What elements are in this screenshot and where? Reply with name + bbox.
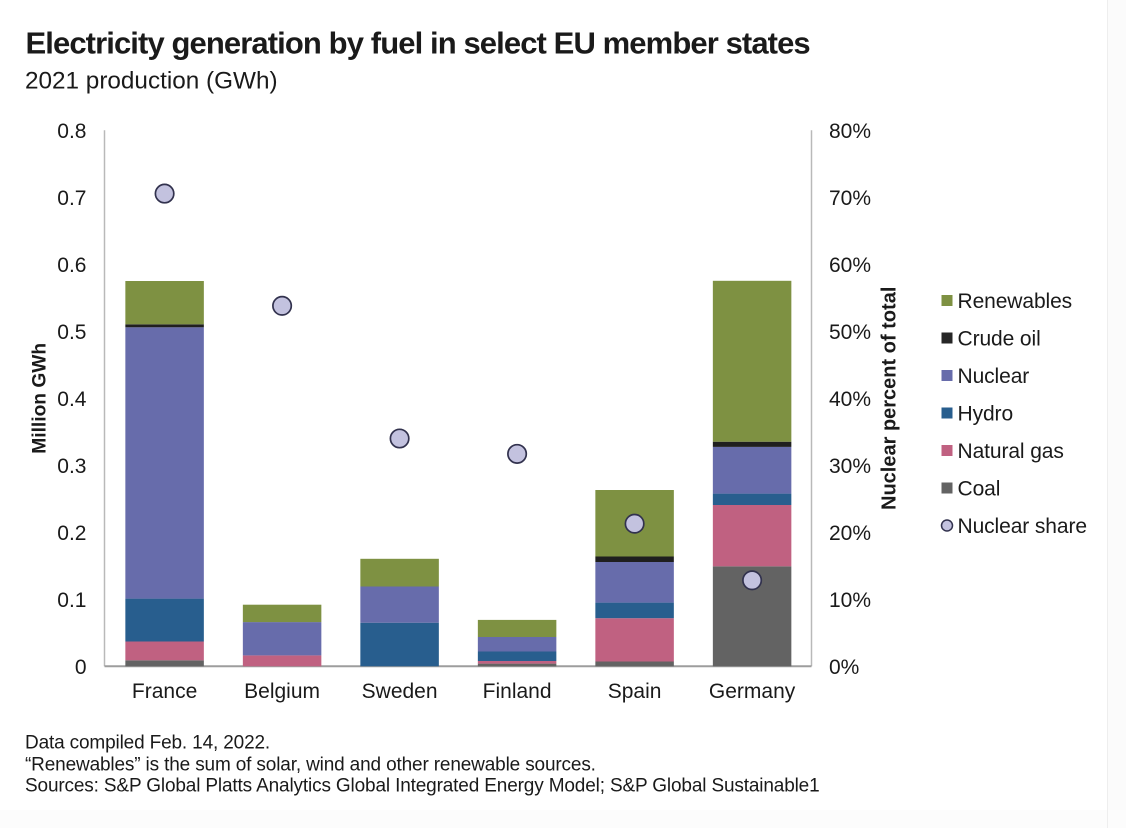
svg-text:Sweden: Sweden [362,680,438,703]
svg-text:Renewables: Renewables [958,290,1073,313]
svg-text:0.4: 0.4 [57,388,87,411]
svg-text:Million GWh: Million GWh [30,343,51,454]
svg-text:0.7: 0.7 [57,187,86,210]
svg-text:Sources: S&P Global Platts Ana: Sources: S&P Global Platts Analytics Glo… [25,775,820,796]
svg-text:Crude oil: Crude oil [958,328,1041,351]
svg-text:0.5: 0.5 [57,321,86,344]
svg-text:50%: 50% [829,321,871,344]
svg-text:70%: 70% [829,187,871,210]
svg-text:30%: 30% [829,455,871,478]
svg-text:0.6: 0.6 [57,254,86,277]
svg-text:Coal: Coal [958,478,1001,501]
svg-text:Germany: Germany [709,680,796,703]
svg-text:Finland: Finland [483,680,552,703]
svg-text:40%: 40% [829,388,871,411]
svg-text:France: France [132,680,197,703]
svg-text:Spain: Spain [608,680,662,703]
svg-text:Hydro: Hydro [958,403,1014,426]
svg-text:Data compiled Feb. 14, 2022.: Data compiled Feb. 14, 2022. [25,732,270,753]
svg-text:Belgium: Belgium [244,680,320,703]
svg-text:0.8: 0.8 [57,120,86,143]
svg-text:0.3: 0.3 [57,455,86,478]
svg-text:0: 0 [75,656,87,679]
svg-text:0.1: 0.1 [57,589,86,612]
svg-text:0.2: 0.2 [57,522,86,545]
svg-text:2021 production (GWh): 2021 production (GWh) [25,68,278,95]
svg-text:“Renewables” is the sum of sol: “Renewables” is the sum of solar, wind a… [25,754,596,775]
svg-text:Nuclear: Nuclear [958,365,1030,388]
svg-text:Natural gas: Natural gas [958,440,1064,463]
svg-text:20%: 20% [829,522,871,545]
svg-text:0%: 0% [829,656,859,679]
svg-text:Nuclear share: Nuclear share [958,515,1087,538]
svg-text:60%: 60% [829,254,871,277]
svg-text:Electricity generation by fuel: Electricity generation by fuel in select… [26,26,810,61]
svg-text:Nuclear percent of total: Nuclear percent of total [879,287,901,510]
svg-text:80%: 80% [829,120,871,143]
svg-text:10%: 10% [829,589,871,612]
